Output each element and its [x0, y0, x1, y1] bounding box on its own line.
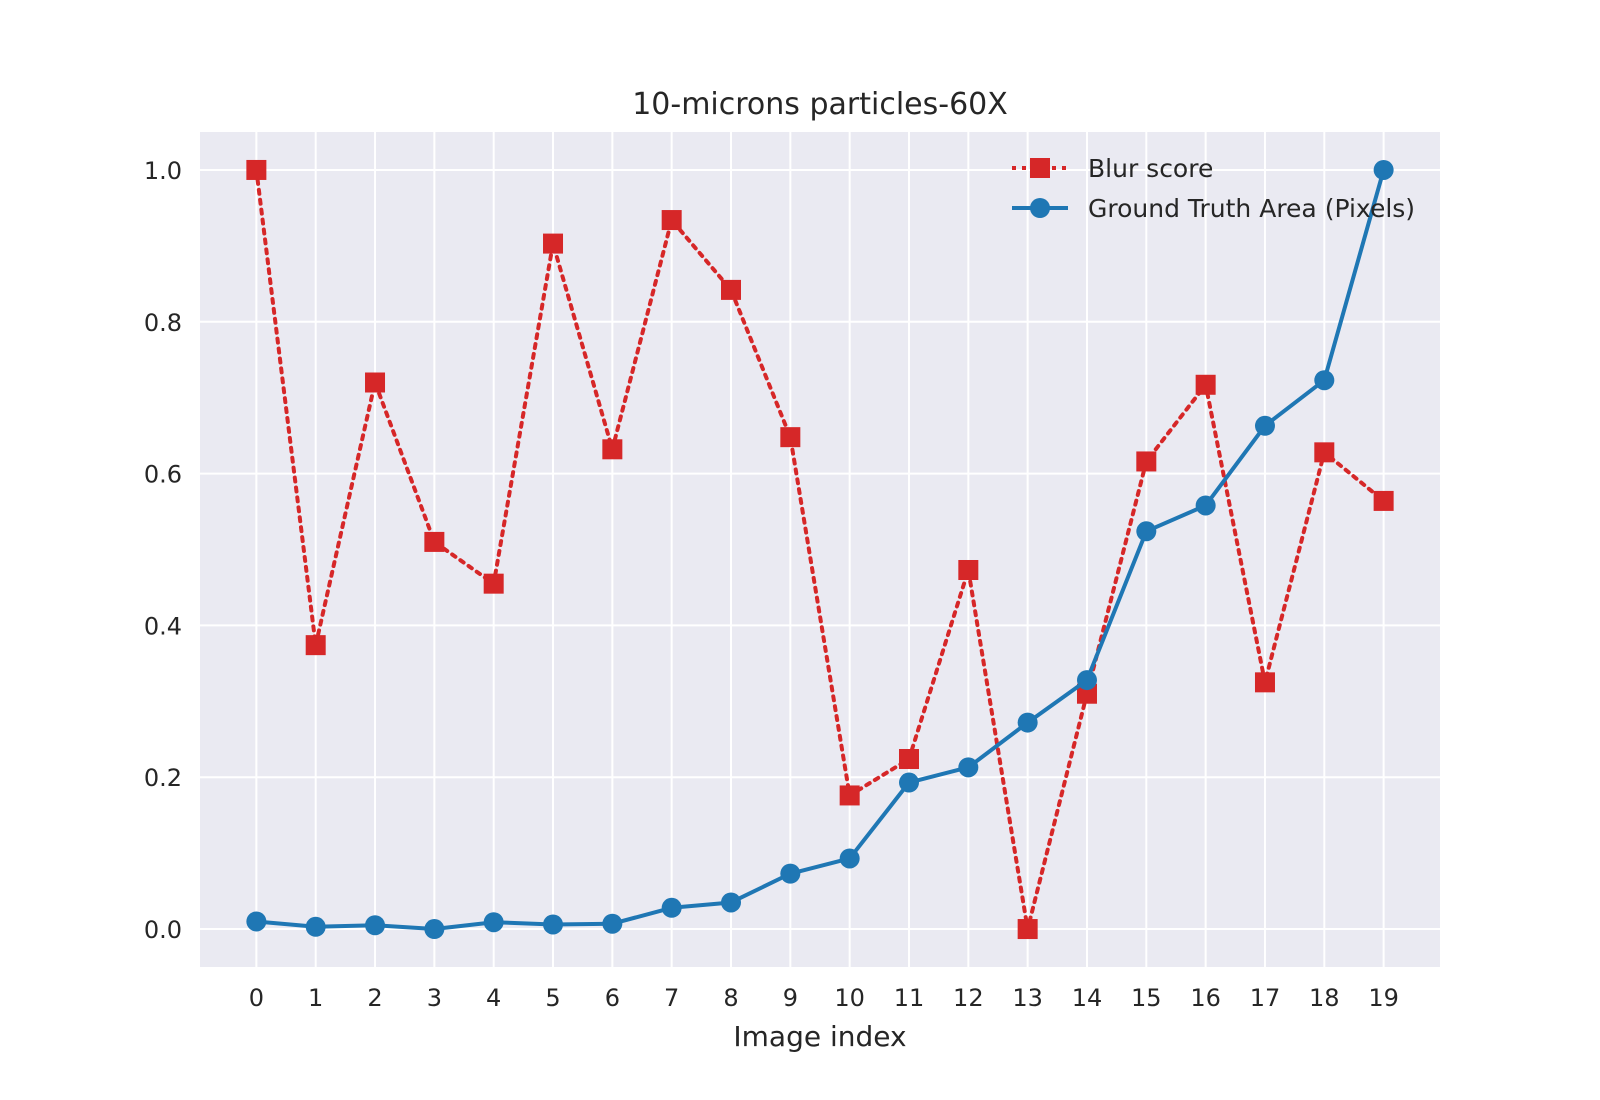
x-tick-label: 12 [953, 984, 984, 1012]
grid [200, 132, 1440, 967]
blur-score-point [958, 559, 979, 580]
y-tick-label: 1.0 [144, 157, 182, 185]
ground-truth-area-point [1076, 670, 1097, 691]
x-tick-label: 18 [1309, 984, 1340, 1012]
x-tick-label: 13 [1012, 984, 1043, 1012]
blur-score-point [1373, 490, 1394, 511]
y-tick-label: 0.2 [144, 764, 182, 792]
x-tick-label: 7 [664, 984, 679, 1012]
ground-truth-area-point [1136, 521, 1157, 542]
ground-truth-area-point [365, 915, 386, 936]
blur-score-point [721, 279, 742, 300]
ground-truth-area-point [1373, 159, 1394, 180]
y-tick-label: 0.8 [144, 309, 182, 337]
chart-title: 10-microns particles-60X [632, 87, 1008, 122]
blur-score-point [305, 635, 326, 656]
x-tick-label: 1 [308, 984, 323, 1012]
ground-truth-area-point [543, 914, 564, 935]
ground-truth-area-point [839, 848, 860, 869]
x-axis-label: Image index [733, 1020, 906, 1053]
legend-label-ground-truth-area: Ground Truth Area (Pixels) [1088, 194, 1415, 223]
blur-score-point [1254, 672, 1275, 693]
blur-score-point [1314, 442, 1335, 463]
legend-blur-marker [1030, 158, 1050, 178]
x-tick-label: 10 [834, 984, 865, 1012]
x-tick-label: 17 [1250, 984, 1281, 1012]
y-tick-label: 0.4 [144, 612, 182, 640]
blur-score-point [780, 427, 801, 448]
y-tick-label: 0.6 [144, 461, 182, 489]
x-tick-label: 9 [783, 984, 798, 1012]
ground-truth-area-point [1254, 415, 1275, 436]
legend-label-blur-score: Blur score [1088, 154, 1213, 183]
y-tick-label: 0.0 [144, 916, 182, 944]
ground-truth-area-point [958, 757, 979, 778]
blur-score-point [1017, 919, 1038, 940]
x-tick-label: 19 [1368, 984, 1399, 1012]
plot-area [200, 132, 1440, 967]
x-tick-label: 16 [1190, 984, 1221, 1012]
x-tick-label: 5 [545, 984, 560, 1012]
ground-truth-area-point [305, 916, 326, 937]
blur-score-point [1195, 374, 1216, 395]
ground-truth-area-point [602, 913, 623, 934]
blur-score-point [661, 210, 682, 231]
x-tick-label: 8 [723, 984, 738, 1012]
blur-score-point [246, 159, 267, 180]
x-tick-label: 4 [486, 984, 501, 1012]
legend-ground-truth-marker [1030, 198, 1050, 218]
ground-truth-area-point [246, 911, 267, 932]
blur-score-point [424, 531, 445, 552]
blur-score-point [898, 749, 919, 770]
blur-score-point [1076, 683, 1097, 704]
ground-truth-area-point [424, 919, 445, 940]
blur-score-point [602, 439, 623, 460]
x-tick-label: 2 [367, 984, 382, 1012]
blur-score-point [543, 233, 564, 254]
series-layer [246, 159, 1394, 940]
ground-truth-area-point [721, 892, 742, 913]
ground-truth-area-point [780, 863, 801, 884]
ground-truth-area-point [483, 912, 504, 933]
tick-labels: 0 1 2 3 4 5 6 7 8 9 10 11 12 13 14 15 16 17 18 190.00.20.40… [144, 157, 1399, 1012]
ground-truth-area-point [1314, 370, 1335, 391]
ground-truth-area-point [661, 897, 682, 918]
blur-score-point [483, 573, 504, 594]
ground-truth-area-point [1195, 495, 1216, 516]
x-tick-label: 3 [427, 984, 442, 1012]
legend: Blur score Ground Truth Area (Pixels) [1012, 154, 1415, 223]
x-tick-label: 6 [605, 984, 620, 1012]
ground-truth-area-point [1017, 712, 1038, 733]
blur-score-point [1136, 451, 1157, 472]
blur-score-point [365, 372, 386, 393]
blur-score-point [839, 785, 860, 806]
ground-truth-area-point [898, 772, 919, 793]
x-tick-label: 15 [1131, 984, 1162, 1012]
x-tick-label: 14 [1072, 984, 1103, 1012]
x-tick-label: 0 [249, 984, 264, 1012]
x-tick-label: 11 [894, 984, 925, 1012]
